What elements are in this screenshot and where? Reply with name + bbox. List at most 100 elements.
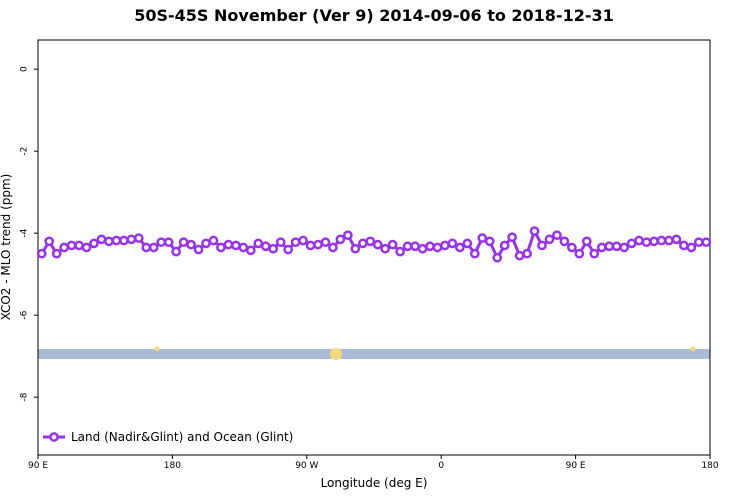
y-tick-label: -8	[20, 392, 30, 401]
x-tick-label: 0	[438, 461, 444, 471]
data-point	[559, 236, 570, 247]
data-point	[178, 237, 189, 248]
legend: Land (Nadir&Glint) and Ocean (Glint)	[43, 430, 293, 444]
data-point	[201, 238, 211, 249]
data-point	[552, 230, 562, 241]
data-point	[574, 248, 585, 259]
data-point	[298, 235, 308, 246]
data-point	[604, 241, 615, 252]
data-point	[365, 236, 376, 247]
coverage-band	[38, 349, 710, 359]
data-point	[36, 248, 47, 259]
y-tick-label: -4	[20, 228, 30, 237]
data-point	[477, 233, 488, 243]
y-tick-label: -6	[20, 310, 30, 319]
data-point	[350, 243, 361, 254]
data-point	[589, 248, 600, 259]
data-point	[537, 240, 547, 251]
data-point	[649, 236, 659, 247]
data-point	[171, 246, 181, 257]
data-point	[163, 237, 174, 248]
data-point	[275, 237, 286, 248]
data-point	[507, 232, 517, 243]
data-point	[380, 243, 391, 254]
data-point	[66, 240, 77, 251]
data-point	[372, 239, 383, 250]
data-point	[581, 236, 592, 247]
data-point	[671, 234, 682, 245]
data-point	[328, 242, 338, 253]
data-point	[141, 242, 152, 253]
data-point	[231, 240, 241, 251]
data-point	[119, 235, 129, 246]
data-point	[469, 248, 480, 259]
data-point	[634, 235, 644, 246]
data-point	[611, 241, 622, 252]
y-tick-label: 0	[20, 66, 30, 72]
data-point	[656, 235, 667, 246]
data-point	[410, 241, 420, 252]
data-point	[104, 236, 114, 247]
data-point	[619, 242, 629, 253]
data-point	[59, 242, 69, 253]
x-tick-label: 90 W	[295, 461, 318, 471]
legend-marker	[49, 432, 59, 442]
data-point	[522, 248, 532, 259]
data-point	[484, 236, 495, 247]
x-axis-label: Longitude (deg E)	[321, 476, 428, 490]
data-point	[529, 226, 540, 236]
data-point	[544, 234, 555, 245]
data-point	[462, 238, 473, 249]
data-point	[216, 242, 226, 253]
data-point	[208, 235, 219, 246]
data-point	[440, 240, 450, 251]
data-point	[305, 240, 316, 251]
data-point	[268, 243, 279, 254]
x-tick-label: 180	[164, 461, 181, 471]
data-point	[74, 240, 84, 251]
data-point	[693, 237, 704, 248]
data-point	[238, 242, 249, 253]
data-point	[223, 239, 234, 250]
data-point	[253, 238, 264, 249]
data-point	[686, 242, 697, 253]
data-point	[133, 233, 144, 243]
data-point	[335, 234, 346, 245]
data-point	[343, 230, 353, 241]
data-point	[290, 237, 301, 248]
data-point	[96, 234, 107, 245]
data-point	[596, 242, 607, 253]
data-point	[193, 244, 204, 255]
data-point	[499, 240, 510, 251]
data-point	[81, 242, 92, 253]
data-point	[283, 244, 293, 255]
coverage-dot	[154, 346, 160, 352]
y-tick-label: -2	[20, 147, 30, 156]
data-point	[432, 242, 443, 253]
chart-title: 50S-45S November (Ver 9) 2014-09-06 to 2…	[134, 6, 614, 25]
data-point	[514, 250, 525, 261]
data-point	[641, 237, 652, 248]
data-point	[701, 237, 712, 248]
data-point	[245, 245, 256, 256]
data-point	[492, 252, 503, 263]
data-point	[425, 241, 435, 252]
data-point	[626, 238, 637, 249]
data-point	[89, 238, 99, 249]
data-point	[126, 234, 137, 245]
data-point	[447, 238, 458, 249]
data-point	[387, 239, 398, 250]
data-point	[111, 235, 122, 246]
x-tick-label: 180	[701, 461, 718, 471]
data-point	[402, 241, 413, 252]
data-point	[320, 237, 331, 248]
data-point	[395, 246, 405, 257]
data-point	[679, 240, 689, 251]
data-point	[51, 248, 62, 259]
plot-frame	[37, 39, 711, 456]
data-point	[44, 236, 55, 247]
data-point	[186, 239, 196, 250]
y-axis-label: XCO2 - MLO trend (ppm)	[0, 174, 13, 321]
data-point	[313, 239, 323, 250]
